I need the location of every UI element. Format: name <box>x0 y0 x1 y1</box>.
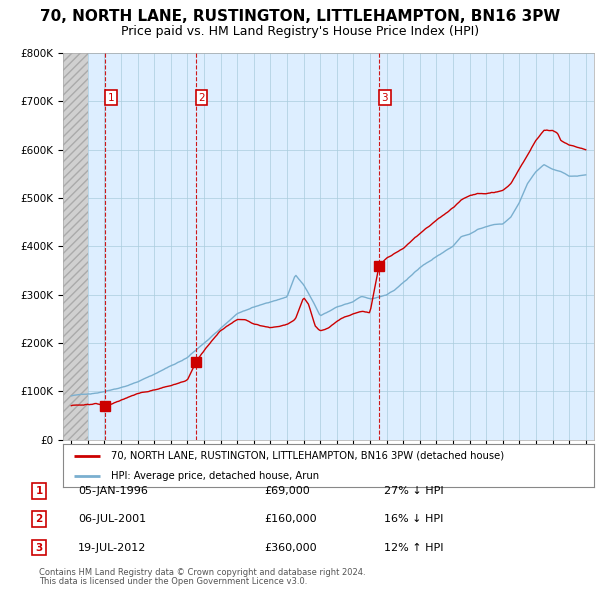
Text: 1: 1 <box>35 486 43 496</box>
Text: 3: 3 <box>35 543 43 552</box>
Text: 1: 1 <box>107 93 114 103</box>
Text: 19-JUL-2012: 19-JUL-2012 <box>78 543 146 552</box>
Text: Price paid vs. HM Land Registry's House Price Index (HPI): Price paid vs. HM Land Registry's House … <box>121 25 479 38</box>
Text: £69,000: £69,000 <box>264 486 310 496</box>
Text: This data is licensed under the Open Government Licence v3.0.: This data is licensed under the Open Gov… <box>39 577 307 586</box>
Text: 70, NORTH LANE, RUSTINGTON, LITTLEHAMPTON, BN16 3PW: 70, NORTH LANE, RUSTINGTON, LITTLEHAMPTO… <box>40 9 560 24</box>
Text: 2: 2 <box>198 93 205 103</box>
Text: 70, NORTH LANE, RUSTINGTON, LITTLEHAMPTON, BN16 3PW (detached house): 70, NORTH LANE, RUSTINGTON, LITTLEHAMPTO… <box>111 451 504 461</box>
Text: 06-JUL-2001: 06-JUL-2001 <box>78 514 146 524</box>
Text: 12% ↑ HPI: 12% ↑ HPI <box>384 543 443 552</box>
Bar <box>63 53 88 440</box>
Text: Contains HM Land Registry data © Crown copyright and database right 2024.: Contains HM Land Registry data © Crown c… <box>39 568 365 577</box>
Text: 2: 2 <box>35 514 43 524</box>
Text: £160,000: £160,000 <box>264 514 317 524</box>
Text: 05-JAN-1996: 05-JAN-1996 <box>78 486 148 496</box>
Text: HPI: Average price, detached house, Arun: HPI: Average price, detached house, Arun <box>111 471 319 481</box>
Text: 27% ↓ HPI: 27% ↓ HPI <box>384 486 443 496</box>
Text: 3: 3 <box>382 93 388 103</box>
Text: £360,000: £360,000 <box>264 543 317 552</box>
Text: 16% ↓ HPI: 16% ↓ HPI <box>384 514 443 524</box>
